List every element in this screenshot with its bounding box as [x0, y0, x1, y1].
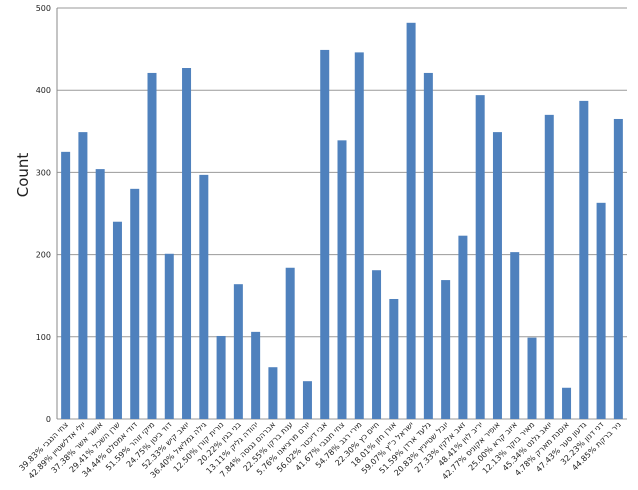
bar — [251, 331, 261, 419]
bar — [475, 95, 485, 419]
bar — [95, 169, 105, 419]
y-axis-label: Count — [14, 153, 32, 198]
y-tick-label: 400 — [36, 86, 51, 95]
bar — [372, 270, 382, 419]
bar — [527, 337, 537, 419]
bar — [579, 100, 589, 420]
bar — [61, 151, 71, 419]
bar — [268, 367, 278, 419]
bar — [492, 132, 502, 419]
bar — [354, 52, 364, 419]
bar — [458, 235, 468, 419]
bar — [596, 202, 606, 419]
bar — [199, 174, 209, 419]
bar — [216, 335, 226, 419]
bar — [510, 252, 520, 419]
bar — [441, 280, 451, 419]
bar — [285, 267, 295, 419]
y-tick-label: 500 — [36, 4, 51, 13]
bar — [78, 132, 88, 419]
bar — [423, 72, 433, 420]
bar — [164, 253, 174, 419]
bar — [320, 49, 330, 420]
bar — [147, 72, 157, 420]
y-tick-label: 0 — [46, 415, 51, 424]
bar — [182, 68, 192, 420]
bar — [337, 140, 347, 420]
y-tick-label: 300 — [36, 168, 51, 177]
bar — [112, 221, 122, 419]
bar — [302, 381, 312, 419]
bar — [562, 387, 572, 419]
bar — [406, 22, 416, 420]
bar — [233, 284, 243, 419]
bar — [130, 188, 140, 419]
bar — [389, 298, 399, 419]
bar — [613, 118, 623, 419]
bar — [544, 114, 554, 420]
y-tick-label: 100 — [36, 333, 51, 342]
y-tick-label: 200 — [36, 251, 51, 260]
